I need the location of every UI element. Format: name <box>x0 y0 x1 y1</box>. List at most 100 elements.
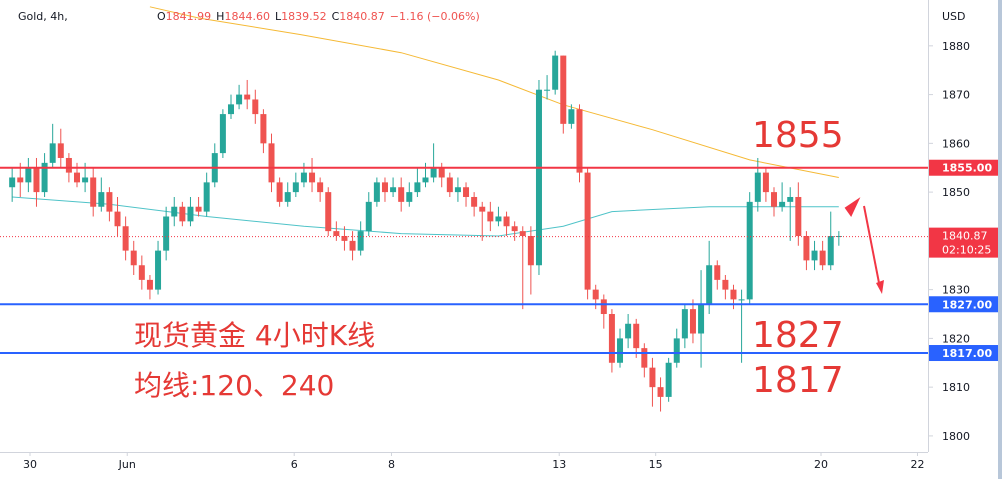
candle-body <box>617 338 624 363</box>
candle-body <box>284 192 291 202</box>
candle-body <box>244 94 251 100</box>
candle-body <box>827 235 834 266</box>
candle-body <box>49 143 56 163</box>
candle-body <box>98 192 105 207</box>
x-tick-label: 8 <box>388 458 395 471</box>
frame-border <box>998 0 1002 479</box>
level-label: 1817.00 <box>942 347 992 360</box>
candle-body <box>527 235 534 266</box>
candle-body <box>25 167 32 183</box>
candle-body <box>227 104 234 115</box>
ohlc-key: H <box>216 10 224 23</box>
x-tick-label: 15 <box>649 458 663 471</box>
candle-body <box>665 362 672 397</box>
candle-body <box>171 206 178 217</box>
candle-body <box>552 55 559 90</box>
candle-body <box>122 226 129 251</box>
candle-body <box>633 323 640 349</box>
candle-body <box>195 206 202 212</box>
candle-body <box>73 172 80 183</box>
candle-body <box>811 250 818 261</box>
last-price-label: 1840.87 <box>942 230 988 243</box>
ohlc-key: L <box>275 10 282 23</box>
candle-body <box>746 201 753 300</box>
candle-body <box>819 250 826 266</box>
y-tick-label: 1850 <box>942 186 970 199</box>
candle-body <box>787 196 794 202</box>
candle-body <box>65 157 72 173</box>
ohlc-value: 1840.87 <box>339 10 385 23</box>
arrow-up <box>844 197 861 217</box>
moving-average <box>149 6 839 178</box>
candle-body <box>779 201 786 207</box>
y-tick-label: 1820 <box>942 332 970 345</box>
candle-body <box>803 235 810 261</box>
candle-body <box>106 192 113 212</box>
candle-body <box>203 182 210 212</box>
candle-body <box>430 167 437 178</box>
candle-body <box>268 143 275 183</box>
arrow-line <box>863 205 881 289</box>
currency: USD <box>942 10 966 23</box>
candle-body <box>495 216 502 222</box>
candle-body <box>365 201 372 232</box>
annotation: 现货黄金 4小时K线 <box>134 319 375 352</box>
candle-body <box>608 314 615 363</box>
candle-body <box>673 338 680 363</box>
candle-body <box>252 99 259 115</box>
candle-body <box>373 182 380 202</box>
candle-body <box>487 211 494 222</box>
candle-body <box>381 182 388 193</box>
candle-body <box>333 231 340 236</box>
x-tick-label: 13 <box>552 458 566 471</box>
candle-body <box>33 167 40 193</box>
candle-body <box>17 177 24 183</box>
candle-body <box>155 250 162 290</box>
candle-body <box>317 182 324 193</box>
x-tick-label: 6 <box>291 458 298 471</box>
candle-body <box>236 94 243 105</box>
x-tick-label: 30 <box>23 458 37 471</box>
candle-body <box>300 172 307 183</box>
candle-body <box>762 172 769 193</box>
candle-body <box>422 177 429 183</box>
y-tick-label: 1860 <box>942 137 970 150</box>
ohlc-value: 1839.52 <box>281 10 327 23</box>
candle-body <box>325 192 332 232</box>
y-tick-label: 1810 <box>942 381 970 394</box>
level-label-box <box>929 296 998 313</box>
candle-body <box>511 226 518 232</box>
candle-body <box>146 279 153 290</box>
ohlc-header: O1841.99 H1844.60 L1839.52 C1840.87 −1.16 (−… <box>157 10 480 23</box>
candle-body <box>689 309 696 334</box>
ohlc-key: C <box>332 10 340 23</box>
last-price-box <box>929 227 998 258</box>
candle-body <box>714 265 721 280</box>
candle-body <box>706 265 713 305</box>
candle-body <box>771 192 778 207</box>
level-label-box <box>929 345 998 362</box>
candle-body <box>260 114 267 144</box>
moving-average <box>12 196 839 237</box>
candle-body <box>835 235 842 237</box>
y-tick-label: 1870 <box>942 89 970 102</box>
candle-body <box>57 143 64 158</box>
level-label: 1855.00 <box>942 162 992 175</box>
candle-body <box>600 299 607 315</box>
candle-body <box>795 196 802 236</box>
change: −1.16 (−0.06%) <box>390 10 480 23</box>
candle-body <box>187 206 194 222</box>
y-tick-label: 1800 <box>942 430 970 443</box>
candle-body <box>163 216 170 251</box>
candle-body <box>657 387 664 397</box>
candle-body <box>349 240 356 251</box>
candle-body <box>535 89 542 266</box>
candle-body <box>698 304 705 334</box>
candle-body <box>560 55 567 124</box>
candle-body <box>479 206 486 212</box>
candle-body <box>584 172 591 290</box>
candle-body <box>219 114 226 154</box>
candle-body <box>90 177 97 207</box>
level-label-box <box>929 159 998 176</box>
candle-body <box>276 182 283 202</box>
